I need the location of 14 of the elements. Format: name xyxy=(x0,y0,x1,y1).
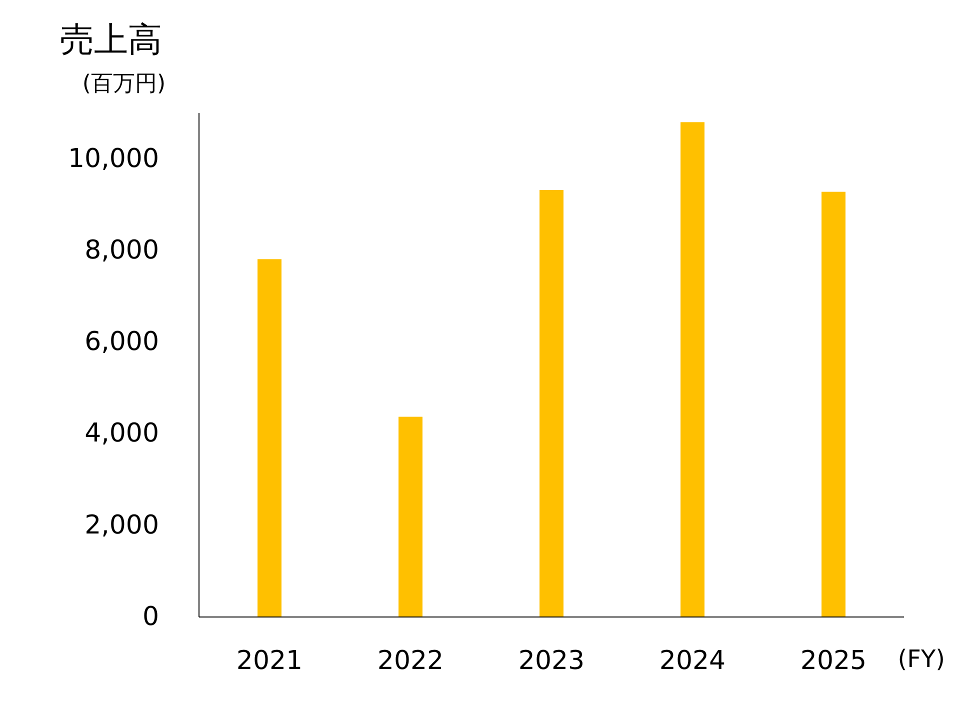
y-tick-label: 2,000 xyxy=(84,510,159,540)
x-tick-label: 2023 xyxy=(518,646,585,676)
y-tick-label: 4,000 xyxy=(84,418,159,449)
chart-title: 売上高 xyxy=(60,20,162,60)
y-tick-label: 10,000 xyxy=(68,144,159,174)
x-tick-label: 2022 xyxy=(377,646,444,676)
y-axis-title: (百万円) xyxy=(82,72,166,96)
x-tick-label: 2025 xyxy=(800,646,867,676)
y-tick-label: 6,000 xyxy=(84,327,159,358)
x-axis-title: (FY) xyxy=(898,645,945,673)
y-tick-label: 8,000 xyxy=(84,235,159,266)
x-tick-label: 2024 xyxy=(659,646,726,676)
x-tick-label: 2021 xyxy=(236,646,303,676)
y-tick-label: 0 xyxy=(142,602,159,632)
